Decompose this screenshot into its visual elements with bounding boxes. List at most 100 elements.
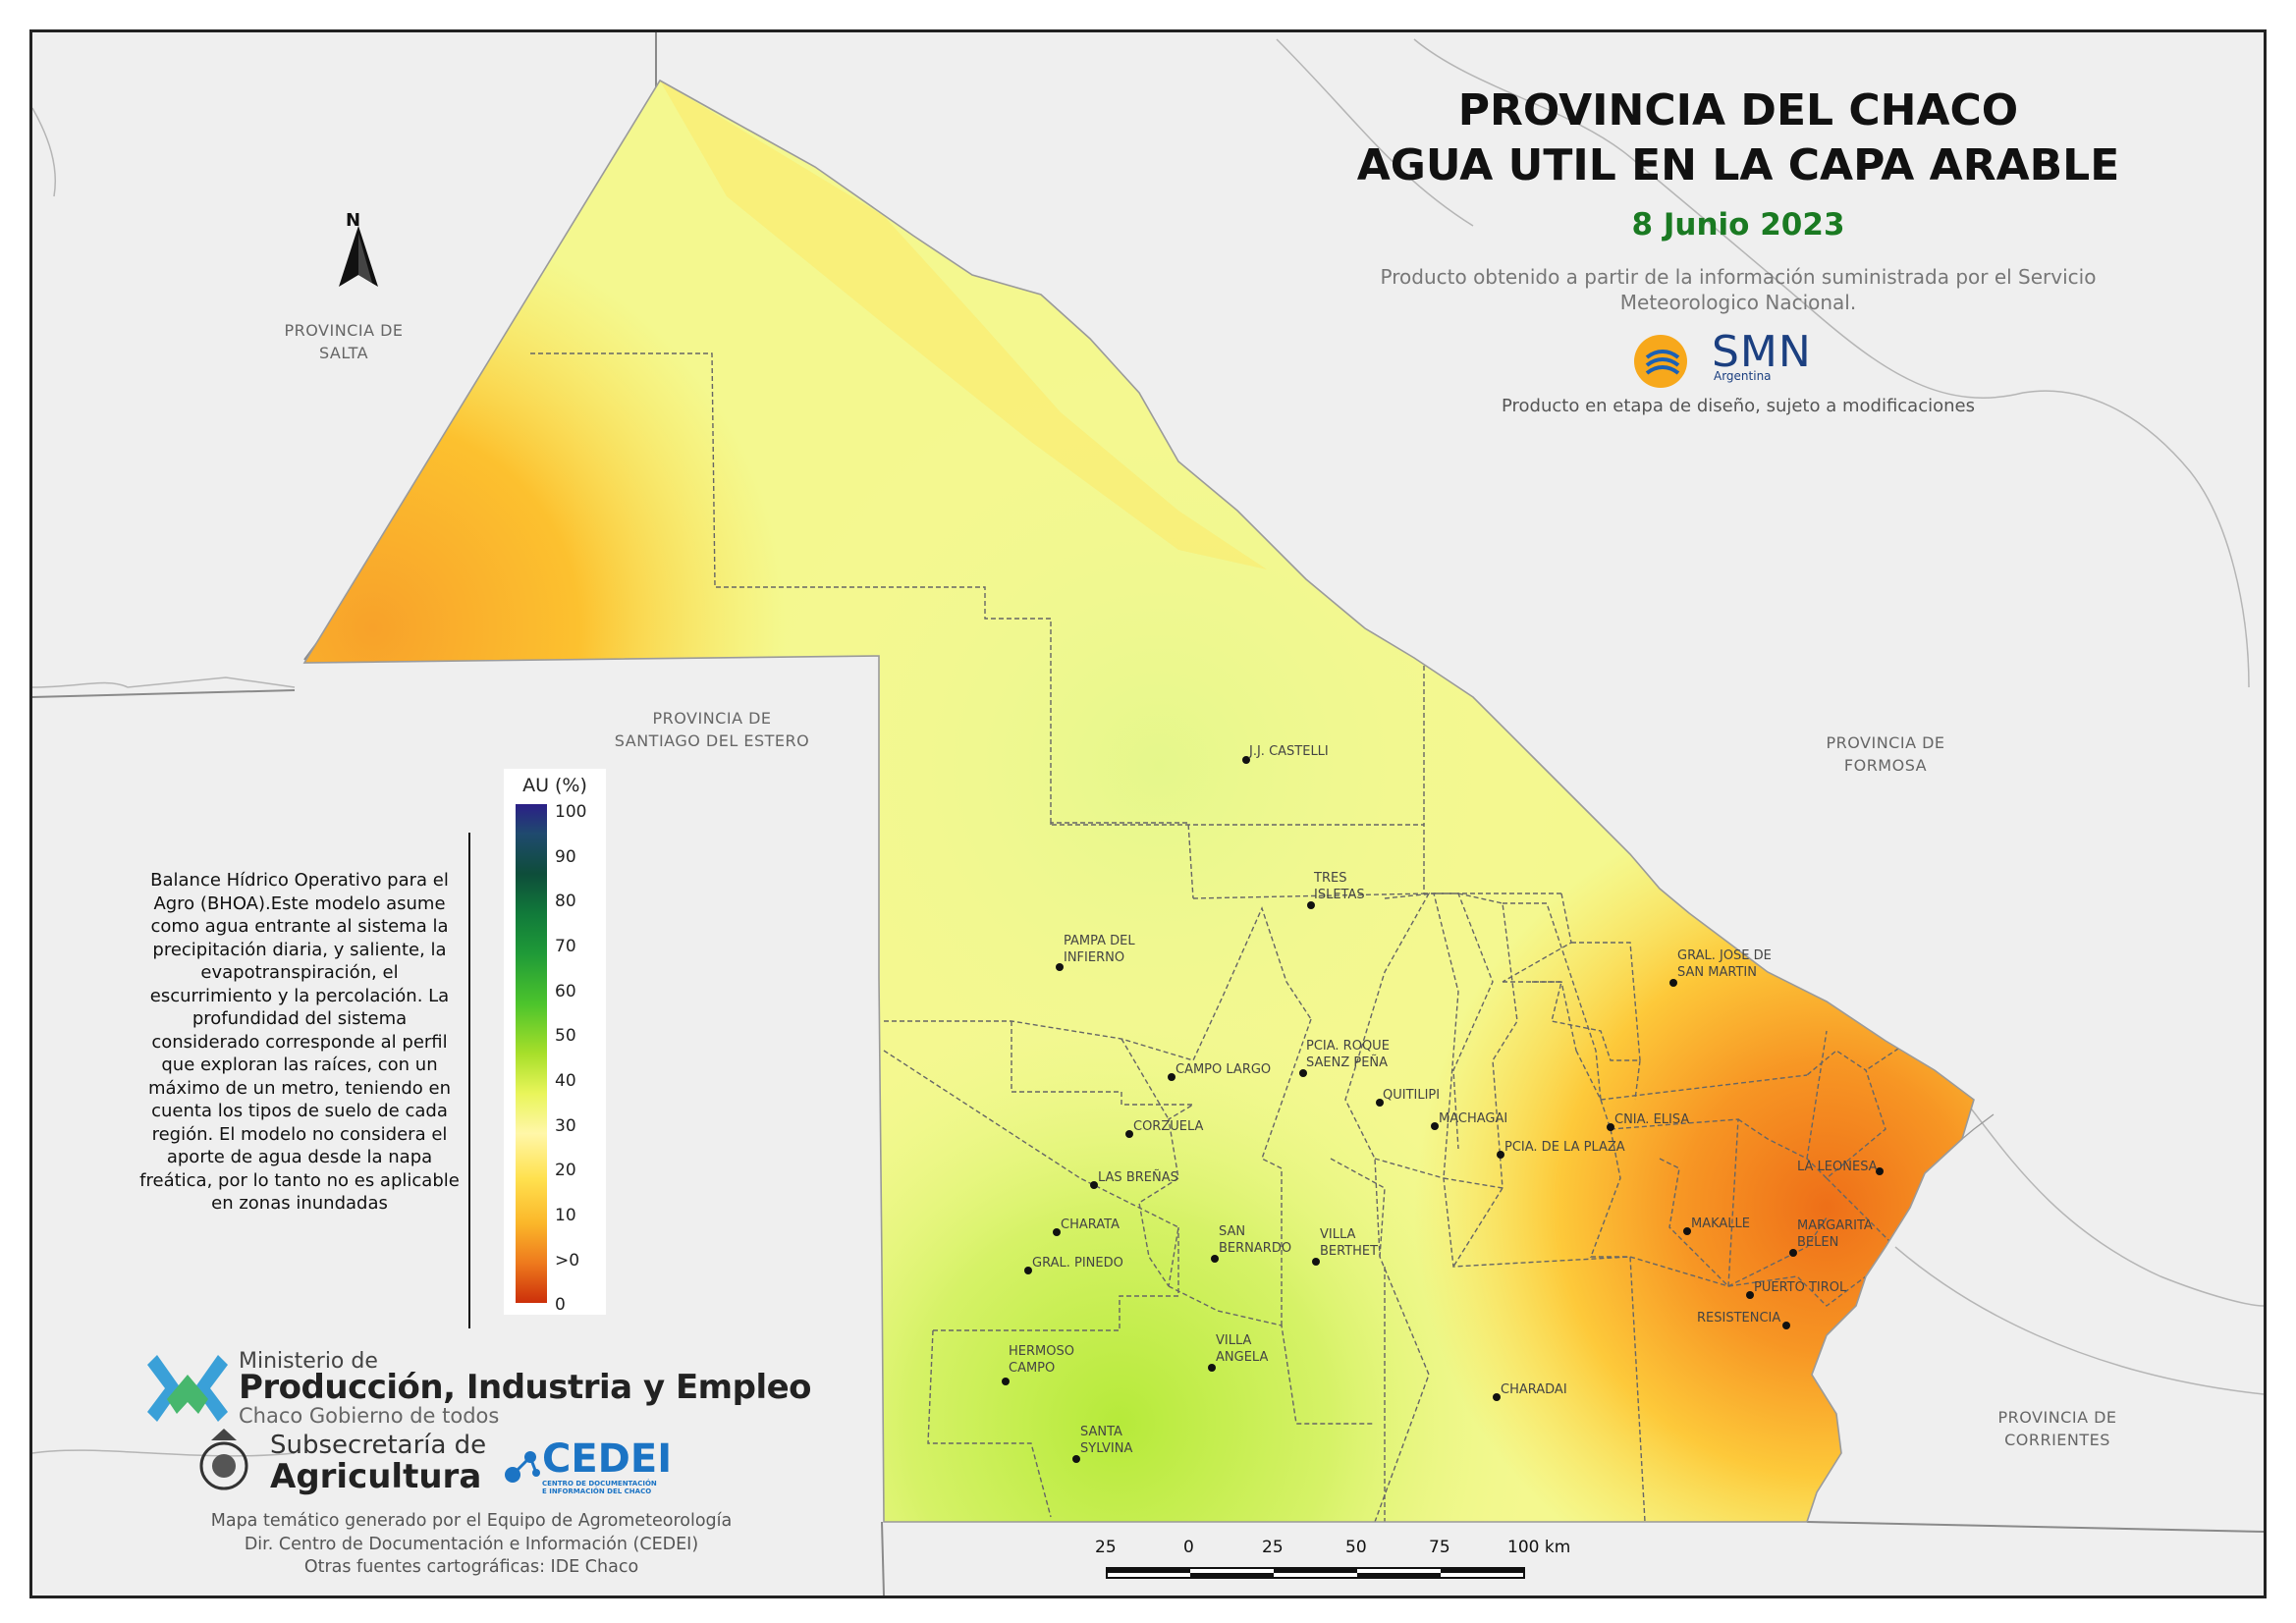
map-frame [29,29,2267,1598]
province-formosa-line2: FORMOSA [1843,756,1928,775]
city-marker [1307,901,1315,909]
province-santiago-line1: PROVINCIA DE [652,709,772,728]
subsecretaria-line2: Agricultura [270,1457,482,1496]
city-saenz-pena: PCIA. ROQUE SAENZ PEÑA [1306,1039,1390,1070]
city-corzuela: CORZUELA [1133,1119,1204,1134]
city-la-leonesa: LA LEONESA [1797,1160,1878,1174]
design-note: Producto en etapa de diseño, sujeto a mo… [1501,396,1975,416]
legend-tick: 50 [555,1026,576,1046]
map-title-line1: PROVINCIA DEL CHACO [1457,85,2019,135]
city-resistencia: RESISTENCIA [1697,1311,1781,1325]
ministry-line1: Ministerio de [239,1349,378,1374]
city-marker [1376,1099,1384,1107]
scale-label: 50 [1345,1538,1367,1557]
city-gral-san-martin: GRAL. JOSE DE SAN MARTIN [1677,948,1772,980]
city-marker [1090,1181,1098,1189]
subsecretaria-line1: Subsecretaría de [270,1431,487,1460]
province-corrientes: PROVINCIA DE CORRIENTES [1940,1406,2175,1451]
city-marker [1299,1069,1307,1077]
province-santiago: PROVINCIA DE SANTIAGO DEL ESTERO [584,707,840,752]
city-marker [1431,1122,1439,1130]
city-marker [1497,1151,1504,1159]
city-charadai: CHARADAI [1501,1382,1567,1397]
map-date: 8 Junio 2023 [1631,207,1845,243]
scale-label: 25 [1262,1538,1284,1557]
city-marker [1746,1291,1754,1299]
city-marker [1125,1130,1133,1138]
source-line2: Meteorologico Nacional. [1619,291,1857,314]
au-legend: AU (%) 100 90 80 70 60 50 40 30 20 10 >0… [504,769,606,1315]
city-marker [1053,1228,1061,1236]
north-arrow-icon [339,226,378,287]
scale-label: 100 km [1507,1538,1571,1557]
legend-tick: 80 [555,892,576,911]
legend-tick: 60 [555,982,576,1001]
legend-color-bar [516,804,547,1303]
city-marker [1782,1322,1790,1329]
city-marker [1072,1455,1080,1463]
city-margarita-belen: MARGARITA BELEN [1797,1218,1873,1250]
city-machagai: MACHAGAI [1439,1111,1508,1126]
smn-logo-sub: Argentina [1714,369,1772,383]
legend-tick: 10 [555,1206,576,1225]
scale-label: 25 [1095,1538,1117,1557]
city-marker [1168,1073,1175,1081]
credits-line3: Otras fuentes cartográficas: IDE Chaco [303,1557,639,1577]
source-line1: Producto obtenido a partir de la informa… [1380,265,2097,289]
north-label: N [346,210,361,231]
city-marker [1789,1249,1797,1257]
legend-tick: 40 [555,1071,576,1091]
city-tres-isletas: TRES ISLETAS [1314,871,1365,902]
city-campo-largo: CAMPO LARGO [1175,1062,1272,1077]
city-marker [1493,1393,1501,1401]
legend-tick: 0 [555,1295,566,1315]
river-lines [31,38,2265,1457]
scale-bar [1106,1567,1525,1579]
city-las-brenas: LAS BREÑAS [1098,1170,1178,1185]
city-puerto-tirol: PUERTO TIROL [1754,1280,1847,1295]
map-title-line2: AGUA UTIL EN LA CAPA ARABLE [1356,140,2120,190]
legend-tick: 70 [555,937,576,956]
smn-logo-text: SMN [1712,327,1812,377]
source-note: Producto obtenido a partir de la informa… [1296,264,2180,315]
province-salta-line2: SALTA [318,344,369,362]
city-marker [1208,1364,1216,1372]
scale-label: 75 [1429,1538,1450,1557]
scale-label: 0 [1183,1538,1194,1557]
credits: Mapa temático generado por el Equipo de … [137,1510,805,1580]
cedei-logo-icon [505,1451,540,1483]
ministry-line3: Chaco Gobierno de todos [239,1404,500,1428]
province-formosa: PROVINCIA DE FORMOSA [1768,731,2003,777]
department-boundaries [530,352,1926,1522]
city-marker [1002,1378,1010,1385]
city-pampa-del-infierno: PAMPA DEL INFIERNO [1064,934,1135,965]
legend-tick: 90 [555,847,576,867]
shield-icon [199,1429,248,1490]
province-corrientes-line2: CORRIENTES [2004,1431,2110,1449]
city-quitilipi: QUITILIPI [1383,1088,1441,1103]
legend-tick: 20 [555,1161,576,1180]
cedei-subtitle: CENTRO DE DOCUMENTACIÓN E INFORMACIÓN DE… [542,1480,657,1495]
legend-tick: >0 [555,1251,580,1271]
city-villa-angela: VILLA ANGELA [1216,1333,1269,1365]
legend-title: AU (%) [522,775,587,796]
city-gral-pinedo: GRAL. PINEDO [1032,1256,1123,1271]
city-pcia-de-la-plaza: PCIA. DE LA PLAZA [1504,1140,1625,1155]
legend-tick: 30 [555,1116,576,1136]
city-marker [1056,963,1064,971]
province-formosa-line1: PROVINCIA DE [1826,733,1945,752]
credits-line2: Dir. Centro de Documentación e Informaci… [244,1534,699,1554]
city-santa-sylvina: SANTA SYLVINA [1080,1425,1133,1456]
city-hermoso-campo: HERMOSO CAMPO [1009,1344,1074,1376]
city-marker [1242,756,1250,764]
province-salta: PROVINCIA DE SALTA [226,319,462,364]
map-frame-lines [1961,1113,1995,1140]
province-santiago-line2: SANTIAGO DEL ESTERO [614,731,810,750]
province-corrientes-line1: PROVINCIA DE [1997,1408,2117,1427]
note-divider [468,833,470,1328]
cedei-name: CEDEI [542,1436,673,1482]
city-charata: CHARATA [1061,1217,1120,1232]
city-marker [1876,1167,1884,1175]
credits-line1: Mapa temático generado por el Equipo de … [210,1511,733,1531]
bhoa-note: Balance Hídrico Operativo para el Agro (… [139,870,460,1214]
